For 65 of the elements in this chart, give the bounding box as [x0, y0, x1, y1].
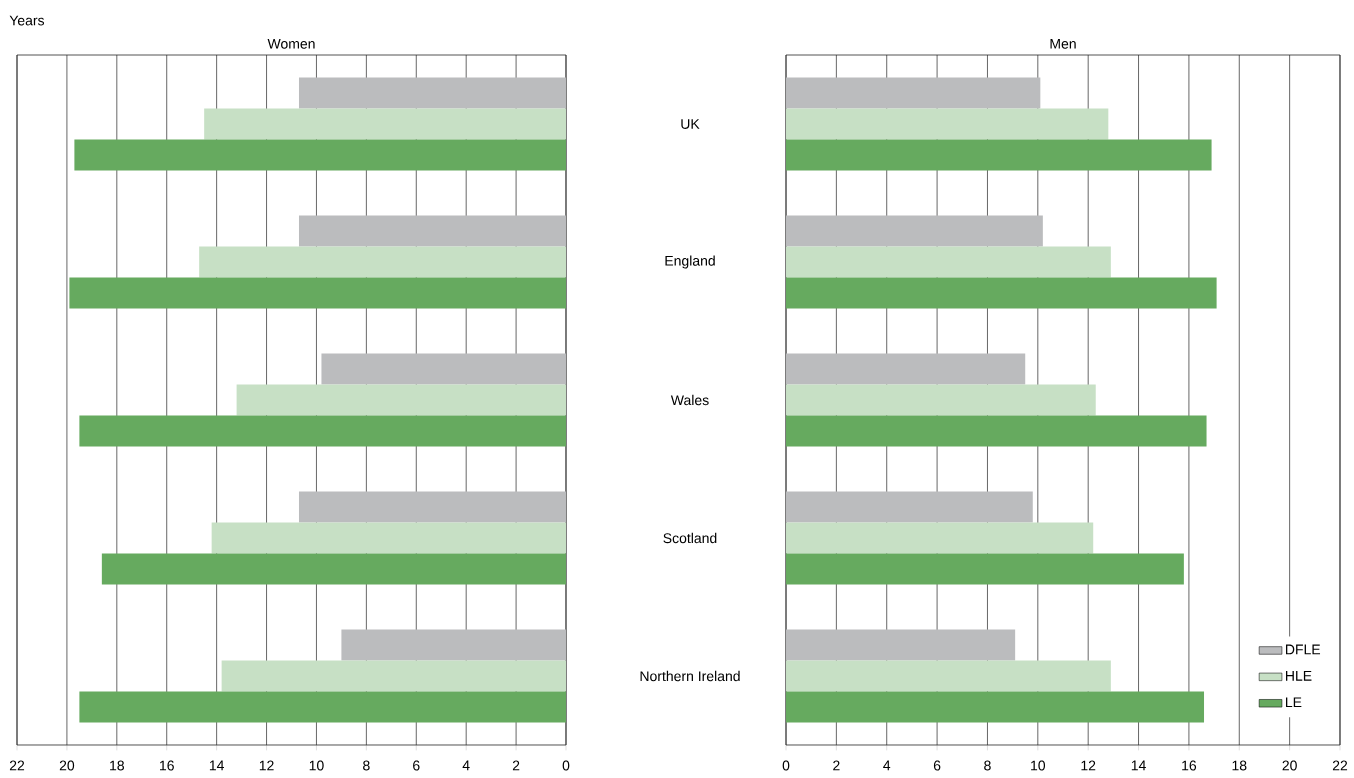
x-tick-label: 18 — [1232, 760, 1247, 771]
bar — [786, 629, 1016, 661]
bar — [786, 491, 1033, 523]
bar — [341, 629, 566, 661]
y-tick-label: UK — [681, 119, 700, 129]
x-tick-label: 4 — [462, 760, 470, 771]
bar — [101, 553, 566, 585]
text: Years — [9, 15, 45, 26]
bar — [79, 415, 566, 447]
bar — [204, 108, 566, 140]
bar — [298, 215, 566, 247]
bar — [786, 415, 1207, 447]
x-tick-label: 12 — [1081, 760, 1096, 771]
x-tick-label: 18 — [110, 760, 124, 771]
bar — [786, 384, 1096, 416]
bar — [321, 353, 566, 385]
bar — [298, 77, 566, 109]
x-tick-label: 14 — [1131, 760, 1146, 771]
bar — [786, 108, 1109, 140]
bar — [786, 139, 1212, 171]
bar — [221, 660, 566, 692]
legend-label: HLE — [1286, 671, 1312, 681]
y-tick-label: England — [665, 255, 715, 269]
bar — [786, 246, 1111, 278]
bar — [786, 77, 1041, 109]
x-tick-label: 14 — [209, 760, 224, 771]
x-tick-label: 20 — [59, 760, 75, 771]
x-tick-label: 8 — [363, 760, 370, 771]
legend-label: DFLE — [1286, 644, 1321, 655]
x-tick-label: 12 — [259, 760, 274, 771]
bar — [199, 246, 566, 278]
y-tick-label: Wales — [670, 394, 709, 406]
bar — [786, 215, 1043, 247]
legend-label: LE — [1286, 697, 1302, 708]
x-tick-label: 4 — [883, 760, 891, 771]
chart-title: Women — [267, 38, 315, 49]
bar — [786, 353, 1026, 385]
bar — [211, 522, 566, 554]
bar — [786, 553, 1184, 585]
bar — [74, 139, 566, 171]
bar — [786, 522, 1094, 554]
x-tick-label: 2 — [512, 760, 520, 771]
y-tick-label: Scotland — [663, 532, 717, 544]
x-tick-label: 22 — [1332, 760, 1348, 771]
x-tick-label: 6 — [413, 760, 420, 771]
x-tick-label: 8 — [984, 760, 991, 771]
bar — [69, 277, 566, 309]
x-tick-label: 22 — [9, 760, 25, 771]
x-tick-label: 10 — [1031, 760, 1046, 771]
bar — [79, 691, 566, 723]
x-tick-label: 0 — [782, 760, 790, 771]
x-tick-label: 20 — [1282, 760, 1297, 771]
x-tick-label: 16 — [1182, 760, 1197, 771]
bar — [236, 384, 566, 416]
bar — [786, 660, 1111, 692]
y-tick-label: Northern Ireland — [640, 670, 740, 682]
x-tick-label: 10 — [309, 760, 324, 771]
bar — [786, 691, 1205, 723]
x-tick-label: 6 — [933, 760, 941, 771]
x-tick-label: 2 — [833, 760, 840, 771]
x-tick-label: 16 — [160, 760, 174, 771]
x-tick-label: 0 — [562, 760, 570, 771]
bar — [298, 491, 566, 523]
bar — [786, 277, 1217, 309]
chart-title: Men — [1050, 38, 1076, 49]
